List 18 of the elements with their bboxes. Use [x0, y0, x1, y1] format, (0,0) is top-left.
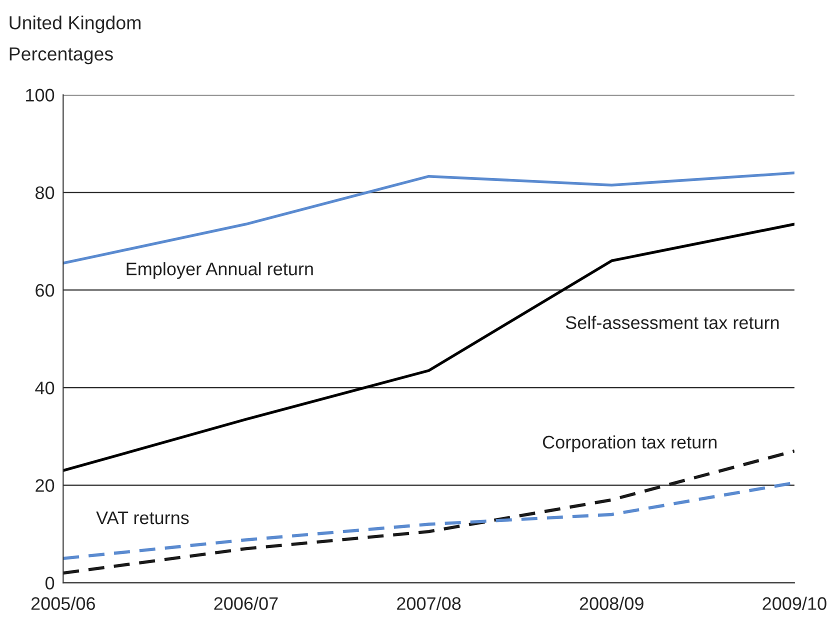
y-tick-label: 0	[45, 576, 54, 590]
y-tick-label: 80	[36, 186, 54, 200]
y-tick-label: 40	[35, 382, 54, 394]
y-axis-title: Percentages	[10, 47, 113, 64]
y-tick-label: 60	[36, 284, 54, 297]
line-series	[63, 222, 794, 472]
x-tick-label: 2005/06	[31, 596, 95, 610]
x-tick-label: 2006/07	[214, 596, 278, 610]
y-tick-label: 100	[26, 88, 54, 102]
series-label: Employer Annual return	[126, 262, 313, 279]
chart-title: United Kingdom	[10, 16, 140, 34]
series-label: Self-assessment tax return	[566, 316, 779, 330]
x-tick-label: 2008/09	[580, 596, 644, 610]
series-label: VAT returns	[96, 512, 189, 524]
y-tick-label: 20	[36, 479, 54, 492]
x-tick-label: 2007/08	[397, 596, 461, 610]
series-label: Corporation tax return	[542, 435, 716, 452]
x-tick-label: 2009/10	[762, 596, 826, 610]
